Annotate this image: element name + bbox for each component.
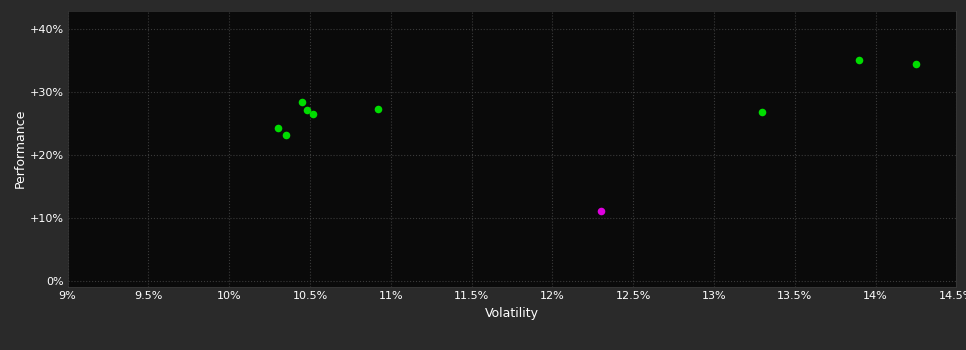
Point — [278, 132, 294, 138]
Point — [305, 111, 321, 117]
Point — [270, 125, 285, 131]
Point — [754, 110, 770, 115]
Y-axis label: Performance: Performance — [14, 109, 26, 188]
Point — [593, 208, 609, 214]
Point — [852, 57, 867, 62]
Point — [295, 99, 310, 104]
Point — [299, 107, 315, 113]
X-axis label: Volatility: Volatility — [485, 307, 539, 320]
Point — [908, 61, 923, 67]
Point — [370, 106, 385, 111]
